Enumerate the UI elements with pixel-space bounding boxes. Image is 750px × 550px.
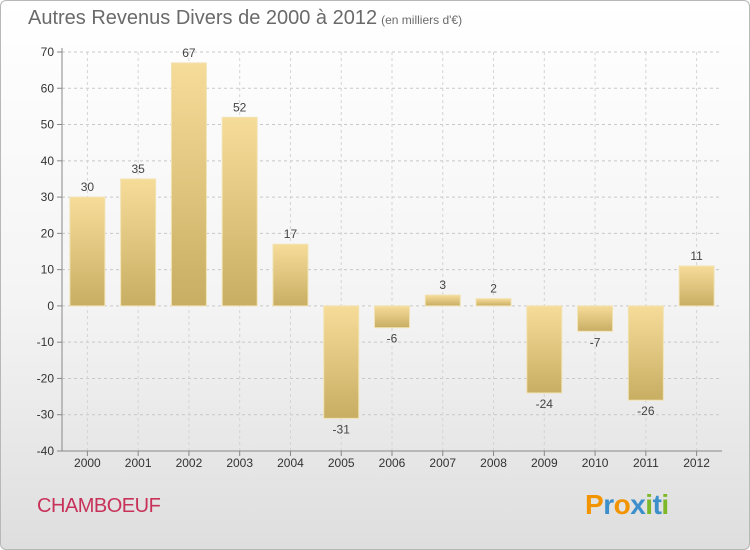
x-tick-label: 2005 xyxy=(328,456,355,470)
y-tick-label: 0 xyxy=(47,299,54,313)
logo-letter: i xyxy=(661,489,669,520)
logo-letter: r xyxy=(603,489,614,520)
data-label: 3 xyxy=(439,278,446,292)
bar xyxy=(577,305,614,332)
x-tick-label: 2010 xyxy=(582,456,609,470)
data-label: 35 xyxy=(131,162,145,176)
bar xyxy=(69,196,106,307)
x-tick-label: 2008 xyxy=(480,456,507,470)
data-label: 52 xyxy=(233,100,247,114)
bar xyxy=(170,62,207,307)
bar xyxy=(627,305,664,401)
y-tick-label: 50 xyxy=(41,118,55,132)
bar xyxy=(120,178,157,307)
x-tick-label: 2000 xyxy=(74,456,101,470)
bar xyxy=(526,305,563,394)
bar xyxy=(424,294,461,307)
bar xyxy=(475,298,512,307)
y-tick-label: 20 xyxy=(41,226,55,240)
bar xyxy=(678,265,715,307)
bar xyxy=(221,116,258,307)
logo-letter: o xyxy=(613,489,631,520)
x-tick-label: 2011 xyxy=(633,456,659,470)
data-label: -6 xyxy=(387,332,398,346)
y-tick-label: -30 xyxy=(37,408,55,422)
x-tick-label: 2012 xyxy=(683,456,710,470)
y-tick-label: 70 xyxy=(41,45,55,59)
x-tick-label: 2003 xyxy=(226,456,253,470)
x-tick-label: 2004 xyxy=(277,456,304,470)
logo-letter: x xyxy=(630,489,646,520)
title-text: Autres Revenus Divers de 2000 à 2012 xyxy=(28,7,378,29)
y-tick-label: -40 xyxy=(37,444,55,458)
data-label: -26 xyxy=(637,404,655,418)
y-tick-label: -20 xyxy=(37,371,55,385)
bar xyxy=(323,305,360,419)
y-tick-label: 30 xyxy=(41,190,55,204)
x-tick-label: 2009 xyxy=(531,456,558,470)
x-tick-label: 2007 xyxy=(429,456,456,470)
data-label: -31 xyxy=(333,422,351,436)
data-label: -24 xyxy=(536,397,554,411)
data-label: 30 xyxy=(81,180,95,194)
x-tick-label: 2001 xyxy=(125,456,152,470)
data-label: 11 xyxy=(690,249,703,263)
chart-title: Autres Revenus Divers de 2000 à 2012 (en … xyxy=(28,7,462,30)
proxiti-logo: Proxiti xyxy=(585,489,669,521)
x-tick-label: 2002 xyxy=(176,456,203,470)
y-tick-label: -10 xyxy=(37,335,55,349)
title-unit: (en milliers d'€) xyxy=(381,13,463,27)
y-tick-label: 40 xyxy=(41,154,55,168)
y-tick-label: 10 xyxy=(41,263,55,277)
logo-letter: P xyxy=(585,489,604,520)
bar xyxy=(272,243,309,307)
logo-letter: t xyxy=(652,489,662,520)
x-tick-label: 2006 xyxy=(379,456,406,470)
city-name: CHAMBOEUF xyxy=(37,495,161,517)
data-label: 17 xyxy=(284,227,298,241)
data-label: 2 xyxy=(490,282,497,296)
y-tick-label: 60 xyxy=(41,81,55,95)
logo-letter: i xyxy=(645,489,653,520)
bar xyxy=(374,305,410,329)
data-label: -7 xyxy=(590,335,601,349)
data-label: 67 xyxy=(182,46,196,60)
